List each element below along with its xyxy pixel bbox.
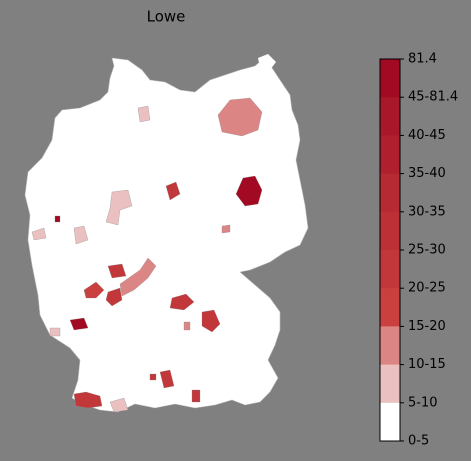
- region: [137, 105, 151, 123]
- region: [183, 321, 191, 331]
- colorbar-segment: [380, 288, 400, 327]
- map-title: Lowe: [147, 8, 186, 26]
- region: [105, 287, 123, 307]
- region: [83, 281, 105, 299]
- colorbar-label: 25-30: [408, 243, 446, 258]
- region: [73, 391, 103, 409]
- colorbar-label: 40-45: [408, 128, 446, 143]
- colorbar-label: 5-10: [408, 395, 438, 410]
- germany-map: [24, 54, 309, 413]
- region: [73, 225, 89, 245]
- colorbar-label: 20-25: [408, 281, 446, 296]
- island: [258, 54, 276, 70]
- colorbar-segment: [380, 211, 400, 251]
- region: [221, 224, 231, 234]
- region: [169, 293, 195, 311]
- region: [191, 389, 201, 403]
- region: [201, 309, 221, 333]
- region: [31, 227, 47, 241]
- colorbar-label: 81.4: [408, 52, 437, 67]
- region: [119, 257, 157, 297]
- colorbar-segment: [380, 59, 400, 98]
- colorbar-segment: [380, 135, 400, 175]
- region: [54, 215, 61, 223]
- colorbar-label: 35-40: [408, 166, 446, 181]
- region: [165, 181, 181, 201]
- region: [159, 369, 175, 389]
- colorbar-segment: [380, 402, 400, 442]
- colorbar-label: 0-5: [408, 434, 429, 449]
- colorbar-segment: [380, 173, 400, 213]
- region: [235, 175, 263, 207]
- colorbar-segment: [380, 97, 400, 136]
- colorbar-segment: [380, 364, 400, 404]
- colorbar-label: 10-15: [408, 357, 446, 372]
- colorbar-segment: [380, 250, 400, 289]
- region: [217, 97, 263, 137]
- region: [69, 317, 89, 331]
- colorbar-label: 45-81.4: [408, 90, 458, 105]
- colorbar-label: 30-35: [408, 204, 446, 219]
- region: [105, 189, 133, 226]
- region: [107, 263, 127, 279]
- colorbar-segment: [380, 326, 400, 366]
- region: [149, 373, 157, 381]
- colorbar-label: 15-20: [408, 319, 446, 334]
- region: [49, 327, 61, 337]
- highlighted-regions: [31, 97, 263, 413]
- region: [109, 397, 129, 413]
- colorbar: 81.4 45-81.4 40-45 35-40 30-35 25-30 20-25 15-2…: [379, 52, 458, 449]
